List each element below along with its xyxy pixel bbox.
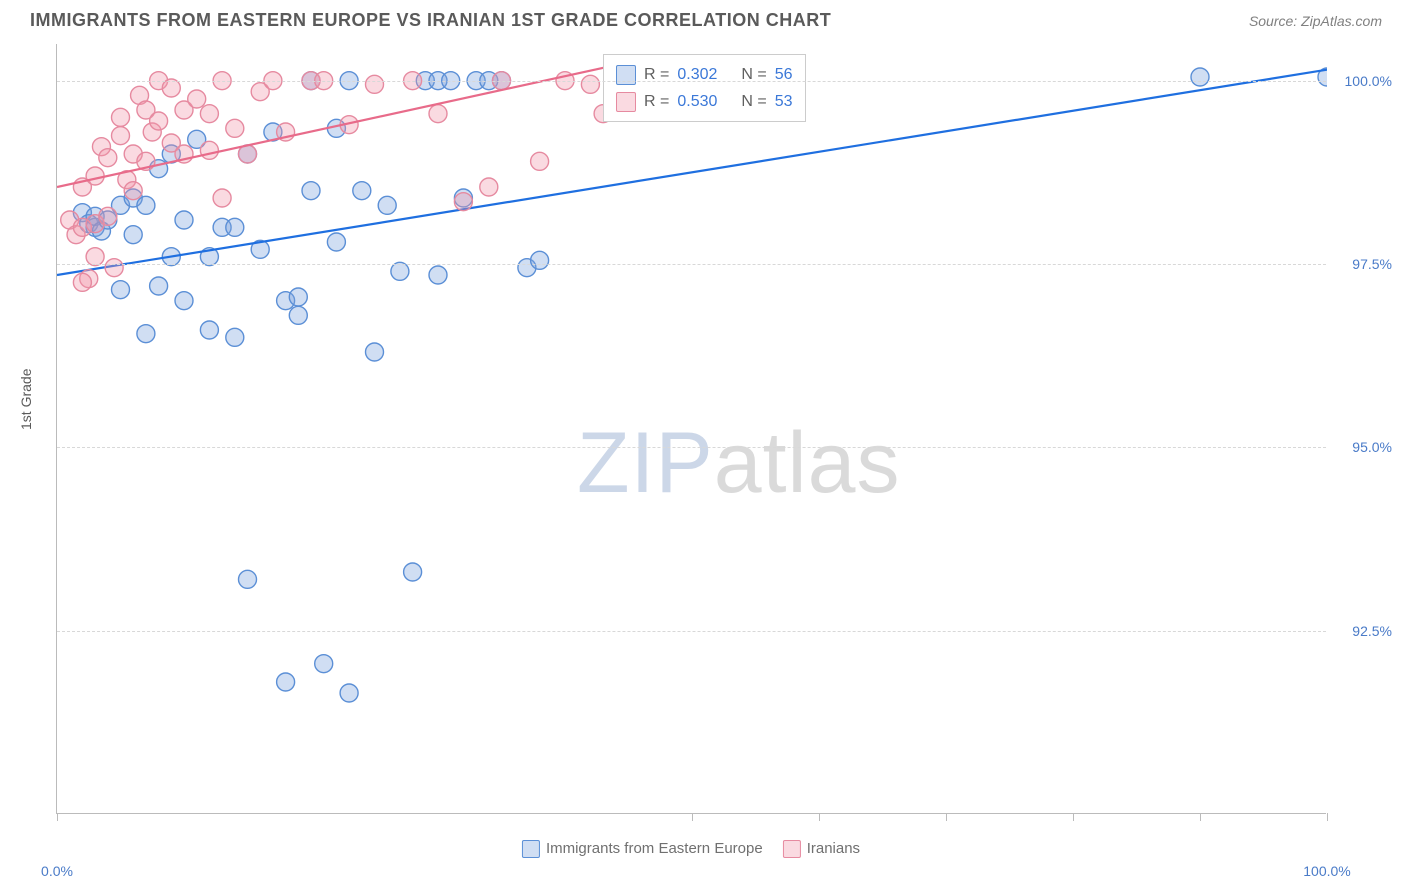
x-tick <box>946 813 947 821</box>
scatter-point-iranians <box>112 108 130 126</box>
scatter-point-iranians <box>112 127 130 145</box>
n-label: N = <box>741 61 766 88</box>
scatter-point-eastern_europe <box>137 196 155 214</box>
x-tick <box>1073 813 1074 821</box>
scatter-point-eastern_europe <box>327 233 345 251</box>
correlation-stats-box: R = 0.302 N = 56 R = 0.530 N = 53 <box>603 54 806 122</box>
scatter-point-eastern_europe <box>226 218 244 236</box>
stats-row: R = 0.302 N = 56 <box>616 61 793 88</box>
scatter-point-eastern_europe <box>175 292 193 310</box>
scatter-point-eastern_europe <box>378 196 396 214</box>
scatter-point-eastern_europe <box>289 306 307 324</box>
scatter-point-eastern_europe <box>137 325 155 343</box>
scatter-point-iranians <box>454 193 472 211</box>
source-prefix: Source: <box>1249 13 1301 29</box>
scatter-point-eastern_europe <box>353 182 371 200</box>
scatter-point-iranians <box>581 75 599 93</box>
scatter-point-eastern_europe <box>150 277 168 295</box>
stats-swatch <box>616 92 636 112</box>
scatter-point-eastern_europe <box>200 321 218 339</box>
scatter-point-iranians <box>429 105 447 123</box>
scatter-point-iranians <box>200 141 218 159</box>
legend-swatch <box>783 840 801 858</box>
scatter-point-eastern_europe <box>226 328 244 346</box>
r-value: 0.530 <box>677 88 717 115</box>
scatter-point-iranians <box>150 112 168 130</box>
scatter-point-iranians <box>99 149 117 167</box>
scatter-point-eastern_europe <box>429 266 447 284</box>
x-tick <box>57 813 58 821</box>
n-value: 56 <box>775 61 793 88</box>
x-tick <box>1327 813 1328 821</box>
scatter-point-iranians <box>188 90 206 108</box>
scatter-point-iranians <box>86 167 104 185</box>
scatter-point-iranians <box>124 182 142 200</box>
scatter-point-iranians <box>200 105 218 123</box>
y-tick-label: 100.0% <box>1345 73 1392 89</box>
scatter-point-iranians <box>86 248 104 266</box>
y-tick-label: 97.5% <box>1352 256 1392 272</box>
x-tick <box>819 813 820 821</box>
source-name: ZipAtlas.com <box>1301 13 1382 29</box>
legend-label: Immigrants from Eastern Europe <box>546 840 763 857</box>
gridline-h <box>57 447 1326 448</box>
gridline-h <box>57 631 1326 632</box>
scatter-point-eastern_europe <box>1191 68 1209 86</box>
scatter-point-iranians <box>213 189 231 207</box>
r-value: 0.302 <box>677 61 717 88</box>
gridline-h <box>57 81 1326 82</box>
scatter-point-iranians <box>105 259 123 277</box>
x-tick-label: 100.0% <box>1303 863 1350 879</box>
n-value: 53 <box>775 88 793 115</box>
n-label: N = <box>741 88 766 115</box>
legend-swatch <box>522 840 540 858</box>
scatter-point-iranians <box>99 207 117 225</box>
scatter-point-iranians <box>226 119 244 137</box>
plot-area: ZIPatlas R =0.302N =56R =0.530N =53 92.5… <box>56 44 1326 814</box>
chart-title: IMMIGRANTS FROM EASTERN EUROPE VS IRANIA… <box>30 10 831 31</box>
source-attribution: Source: ZipAtlas.com <box>1249 13 1382 29</box>
bottom-legend: Immigrants from Eastern Europe Iranians <box>522 840 860 858</box>
scatter-point-eastern_europe <box>391 262 409 280</box>
legend-item-iranians: Iranians <box>783 840 860 858</box>
stats-row: R = 0.530 N = 53 <box>616 88 793 115</box>
chart-container: ZIPatlas R =0.302N =56R =0.530N =53 92.5… <box>56 44 1326 814</box>
scatter-plot-svg <box>57 44 1327 814</box>
scatter-point-iranians <box>531 152 549 170</box>
r-label: R = <box>644 88 669 115</box>
scatter-point-eastern_europe <box>124 226 142 244</box>
gridline-h <box>57 264 1326 265</box>
y-tick-label: 92.5% <box>1352 623 1392 639</box>
chart-header: IMMIGRANTS FROM EASTERN EUROPE VS IRANIA… <box>0 0 1406 37</box>
scatter-point-eastern_europe <box>366 343 384 361</box>
scatter-point-iranians <box>366 75 384 93</box>
y-tick-label: 95.0% <box>1352 439 1392 455</box>
scatter-point-eastern_europe <box>112 281 130 299</box>
y-axis-label: 1st Grade <box>18 369 34 430</box>
scatter-point-eastern_europe <box>239 570 257 588</box>
legend-item-eastern_europe: Immigrants from Eastern Europe <box>522 840 763 858</box>
scatter-point-eastern_europe <box>302 182 320 200</box>
legend-label: Iranians <box>807 840 860 857</box>
scatter-point-eastern_europe <box>531 251 549 269</box>
scatter-point-eastern_europe <box>277 673 295 691</box>
scatter-point-iranians <box>162 79 180 97</box>
x-tick-label: 0.0% <box>41 863 73 879</box>
scatter-point-iranians <box>480 178 498 196</box>
scatter-point-eastern_europe <box>404 563 422 581</box>
r-label: R = <box>644 61 669 88</box>
x-tick <box>1200 813 1201 821</box>
scatter-point-eastern_europe <box>175 211 193 229</box>
x-tick <box>692 813 693 821</box>
scatter-point-eastern_europe <box>315 655 333 673</box>
scatter-point-eastern_europe <box>340 684 358 702</box>
scatter-point-iranians <box>73 273 91 291</box>
scatter-point-eastern_europe <box>289 288 307 306</box>
